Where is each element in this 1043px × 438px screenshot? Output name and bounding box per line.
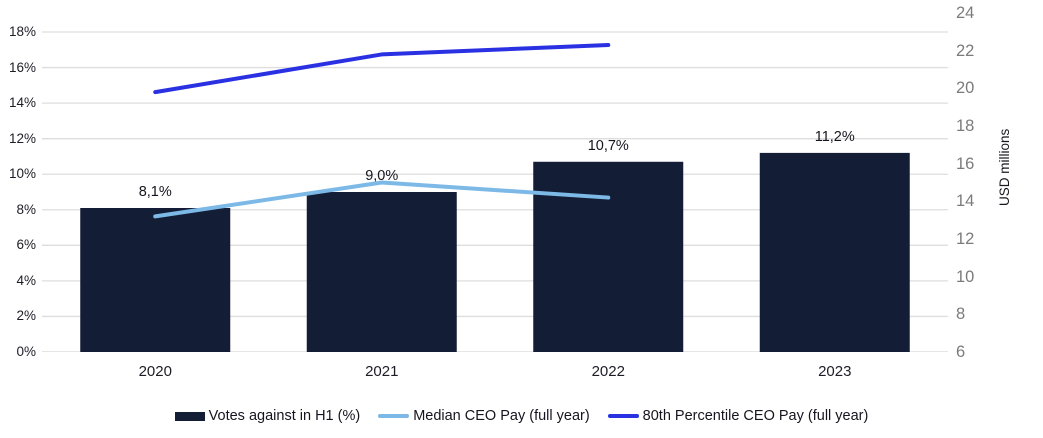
right-axis-tick-18: 18 bbox=[956, 117, 975, 135]
right-axis-tick-24: 24 bbox=[956, 4, 975, 22]
legend-label-80th-percentile-pay: 80th Percentile CEO Pay (full year) bbox=[642, 408, 869, 424]
left-axis-tick-12%: 12% bbox=[8, 130, 36, 146]
right-axis-tick-6: 6 bbox=[956, 343, 966, 361]
percentile-line-swatch bbox=[607, 414, 639, 418]
left-axis-tick-8%: 8% bbox=[16, 201, 36, 217]
right-axis-tick-16: 16 bbox=[956, 154, 975, 173]
left-axis-tick-0%: 0% bbox=[16, 344, 36, 359]
left-axis-tick-6%: 6% bbox=[16, 237, 36, 253]
legend: Votes against in H1 (%) Median CEO Pay (… bbox=[0, 406, 1043, 426]
x-axis-label-2023: 2023 bbox=[818, 363, 852, 380]
left-axis-tick-2%: 2% bbox=[16, 308, 36, 324]
percentile-80-ceo-pay-line bbox=[153, 43, 611, 95]
legend-item-80th-percentile-pay: 80th Percentile CEO Pay (full year) bbox=[607, 406, 869, 426]
x-axis-label-2021: 2021 bbox=[365, 363, 399, 380]
bar-value-label-2020: 8,1% bbox=[139, 184, 172, 200]
right-axis-tick-14: 14 bbox=[956, 192, 975, 211]
right-axis-tick-8: 8 bbox=[956, 305, 966, 324]
right-axis-tick-20: 20 bbox=[956, 79, 975, 98]
left-axis-tick-16%: 16% bbox=[8, 59, 36, 75]
bar-2021 bbox=[306, 192, 457, 352]
right-axis-tick-10: 10 bbox=[956, 267, 975, 286]
left-axis-tick-4%: 4% bbox=[16, 272, 36, 288]
bar-value-label-2021: 9,0% bbox=[365, 168, 398, 184]
right-axis-tick-12: 12 bbox=[956, 230, 975, 248]
legend-label-votes-against: Votes against in H1 (%) bbox=[208, 408, 361, 424]
bar-value-label-2023: 11,2% bbox=[815, 129, 855, 145]
legend-label-median-pay: Median CEO Pay (full year) bbox=[413, 408, 590, 424]
bar-2022 bbox=[533, 161, 684, 352]
right-axis-tick-22: 22 bbox=[956, 41, 975, 60]
median-ceo-pay-line bbox=[153, 180, 611, 219]
x-axis-label-2022: 2022 bbox=[591, 363, 625, 380]
right-axis-title: USD millions bbox=[997, 128, 1012, 206]
left-axis-tick-18%: 18% bbox=[8, 24, 36, 39]
median-line-swatch bbox=[378, 414, 410, 418]
bar-2023 bbox=[759, 152, 910, 352]
legend-item-median-pay: Median CEO Pay (full year) bbox=[378, 406, 590, 426]
bar-2020 bbox=[80, 208, 231, 352]
x-axis-label-2020: 2020 bbox=[138, 363, 172, 380]
plot-area: 8,1% 9,0% 10,7% 11,2% bbox=[42, 31, 948, 352]
legend-item-votes-against: Votes against in H1 (%) bbox=[174, 406, 361, 426]
bar-series-swatch bbox=[174, 411, 205, 421]
left-axis-tick-10%: 10% bbox=[8, 166, 36, 182]
left-axis-tick-14%: 14% bbox=[8, 95, 36, 111]
bar-value-label-2022: 10,7% bbox=[588, 138, 629, 154]
